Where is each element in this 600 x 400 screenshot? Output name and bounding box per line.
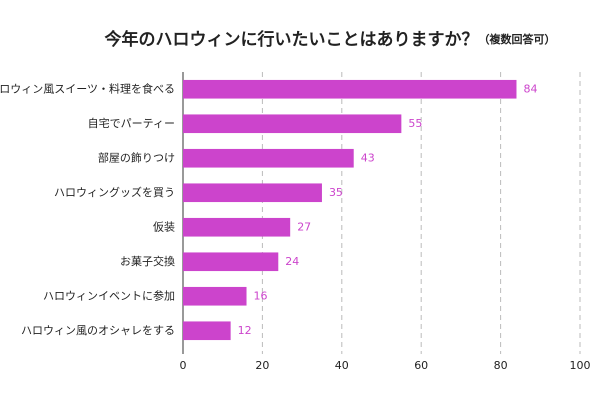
x-tick-label: 100 (570, 359, 591, 372)
x-tick-label: 80 (494, 359, 508, 372)
value-label: 27 (297, 220, 311, 233)
value-label: 84 (523, 82, 537, 95)
value-label: 16 (254, 289, 268, 302)
chart-title-group: 今年のハロウィンに行いたいことはありますか？（複数回答可） (105, 29, 556, 50)
y-tick-label: 部屋の飾りつけ (98, 150, 175, 164)
bar (183, 148, 354, 168)
x-tick-label: 0 (180, 359, 187, 372)
bar (183, 114, 402, 134)
chart-title: 今年のハロウィンに行いたいことはありますか？ (105, 29, 479, 50)
value-label: 12 (238, 324, 252, 337)
x-tick-label: 20 (255, 359, 269, 372)
value-label: 55 (408, 117, 422, 130)
bar (183, 217, 291, 237)
y-tick-label: 自宅でパーティー (88, 116, 175, 130)
x-tick-label: 60 (414, 359, 428, 372)
bar (183, 183, 322, 203)
y-tick-label: ハロウィングッズを買う (54, 185, 175, 199)
y-tick-label: ハロウィン風スイーツ・料理を食べる (0, 81, 175, 95)
y-tick-label: ハロウィン風のオシャレをする (21, 324, 175, 337)
y-tick-label: お菓子交換 (120, 254, 175, 268)
y-tick-label: ハロウィンイベントに参加 (43, 288, 175, 302)
value-label: 24 (285, 255, 299, 268)
bar (183, 79, 517, 99)
value-label: 35 (329, 186, 343, 199)
y-tick-label: 仮装 (153, 220, 175, 233)
bar (183, 252, 279, 272)
x-tick-label: 40 (335, 359, 349, 372)
bar (183, 321, 231, 341)
bar (183, 286, 247, 306)
chart-subtitle: （複数回答可） (479, 32, 556, 46)
value-label: 43 (361, 151, 375, 164)
